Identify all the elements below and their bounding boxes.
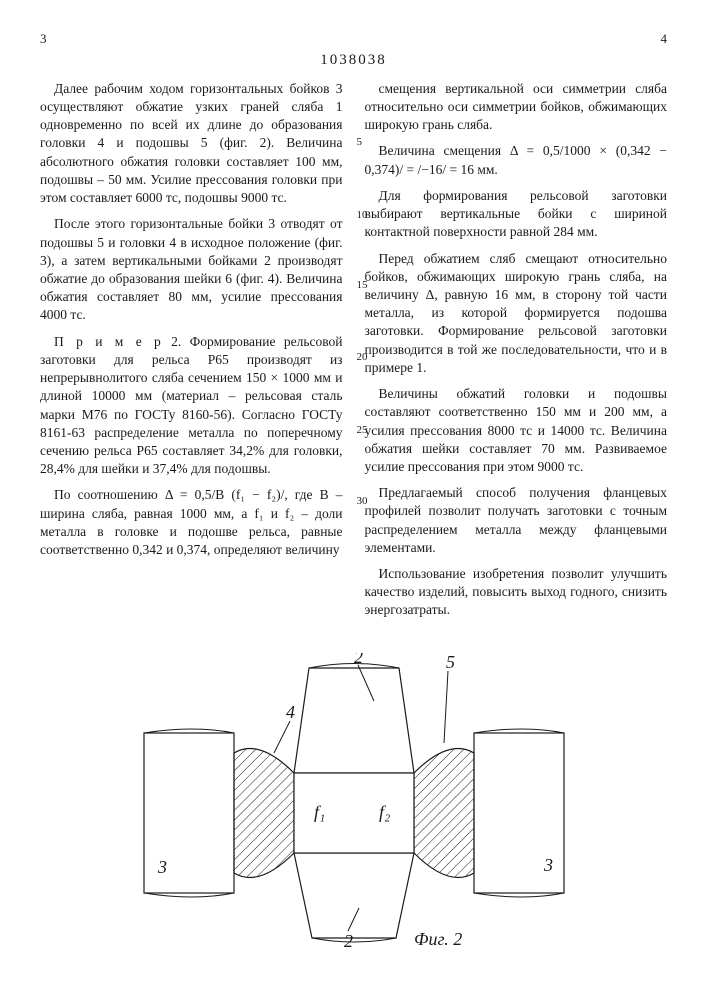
- callout-5: 5: [446, 653, 455, 672]
- right-p2: Величина смещения Δ = 0,5/1000 × (0,342 …: [365, 142, 668, 178]
- top-die: [294, 663, 414, 773]
- head-flange: [234, 748, 294, 877]
- bottom-die: [294, 853, 414, 942]
- example-label: П р и м е р: [54, 334, 163, 349]
- left-p4: По соотношению Δ = 0,5/В (f₁ − f₂)/, где…: [40, 486, 343, 559]
- callout-3-left: 3: [157, 857, 167, 877]
- left-p1: Далее рабочим ходом горизонтальных бойко…: [40, 80, 343, 208]
- right-p3: Для формирования рельсовой заготовки выб…: [365, 187, 668, 242]
- right-column: смещения вертикальной оси симметрии сляб…: [365, 80, 668, 628]
- callout-4: 4: [286, 702, 295, 722]
- marker-5: 5: [357, 135, 363, 150]
- web: [294, 773, 414, 853]
- text-columns: Далее рабочим ходом горизонтальных бойко…: [40, 80, 667, 628]
- left-page-num: 3: [40, 30, 47, 48]
- label-f1: f₁: [314, 802, 325, 822]
- right-p6: Предлагаемый способ получения фланцевых …: [365, 484, 668, 557]
- right-p7: Использование изобретения позволит улучш…: [365, 565, 668, 620]
- figure-label: Фиг. 2: [414, 929, 462, 949]
- callout-3-right: 3: [543, 855, 553, 875]
- right-page-num: 4: [661, 30, 668, 48]
- right-p4: Перед обжатием сляб смещают относительно…: [365, 250, 668, 378]
- left-p3-body: 2. Формирование рельсовой заготовки для …: [40, 334, 343, 477]
- label-f2: f₂: [379, 802, 390, 822]
- left-p2: После этого горизонтальные бойки 3 отвод…: [40, 215, 343, 324]
- right-p5: Величины обжатий головки и подошвы соста…: [365, 385, 668, 476]
- figure-2: 2 5 4 3 3 2 f₁ f₂ Фиг. 2: [40, 653, 667, 953]
- left-p3: П р и м е р 2. Формирование рельсовой за…: [40, 333, 343, 479]
- figure-svg: 2 5 4 3 3 2 f₁ f₂ Фиг. 2: [124, 653, 584, 953]
- page-numbers: 3 4: [40, 30, 667, 48]
- document-number: 1038038: [40, 50, 667, 70]
- right-p1: смещения вертикальной оси симметрии сляб…: [365, 80, 668, 135]
- foot-flange: [414, 748, 474, 877]
- callout-2-bottom: 2: [344, 931, 353, 951]
- left-column: Далее рабочим ходом горизонтальных бойко…: [40, 80, 343, 628]
